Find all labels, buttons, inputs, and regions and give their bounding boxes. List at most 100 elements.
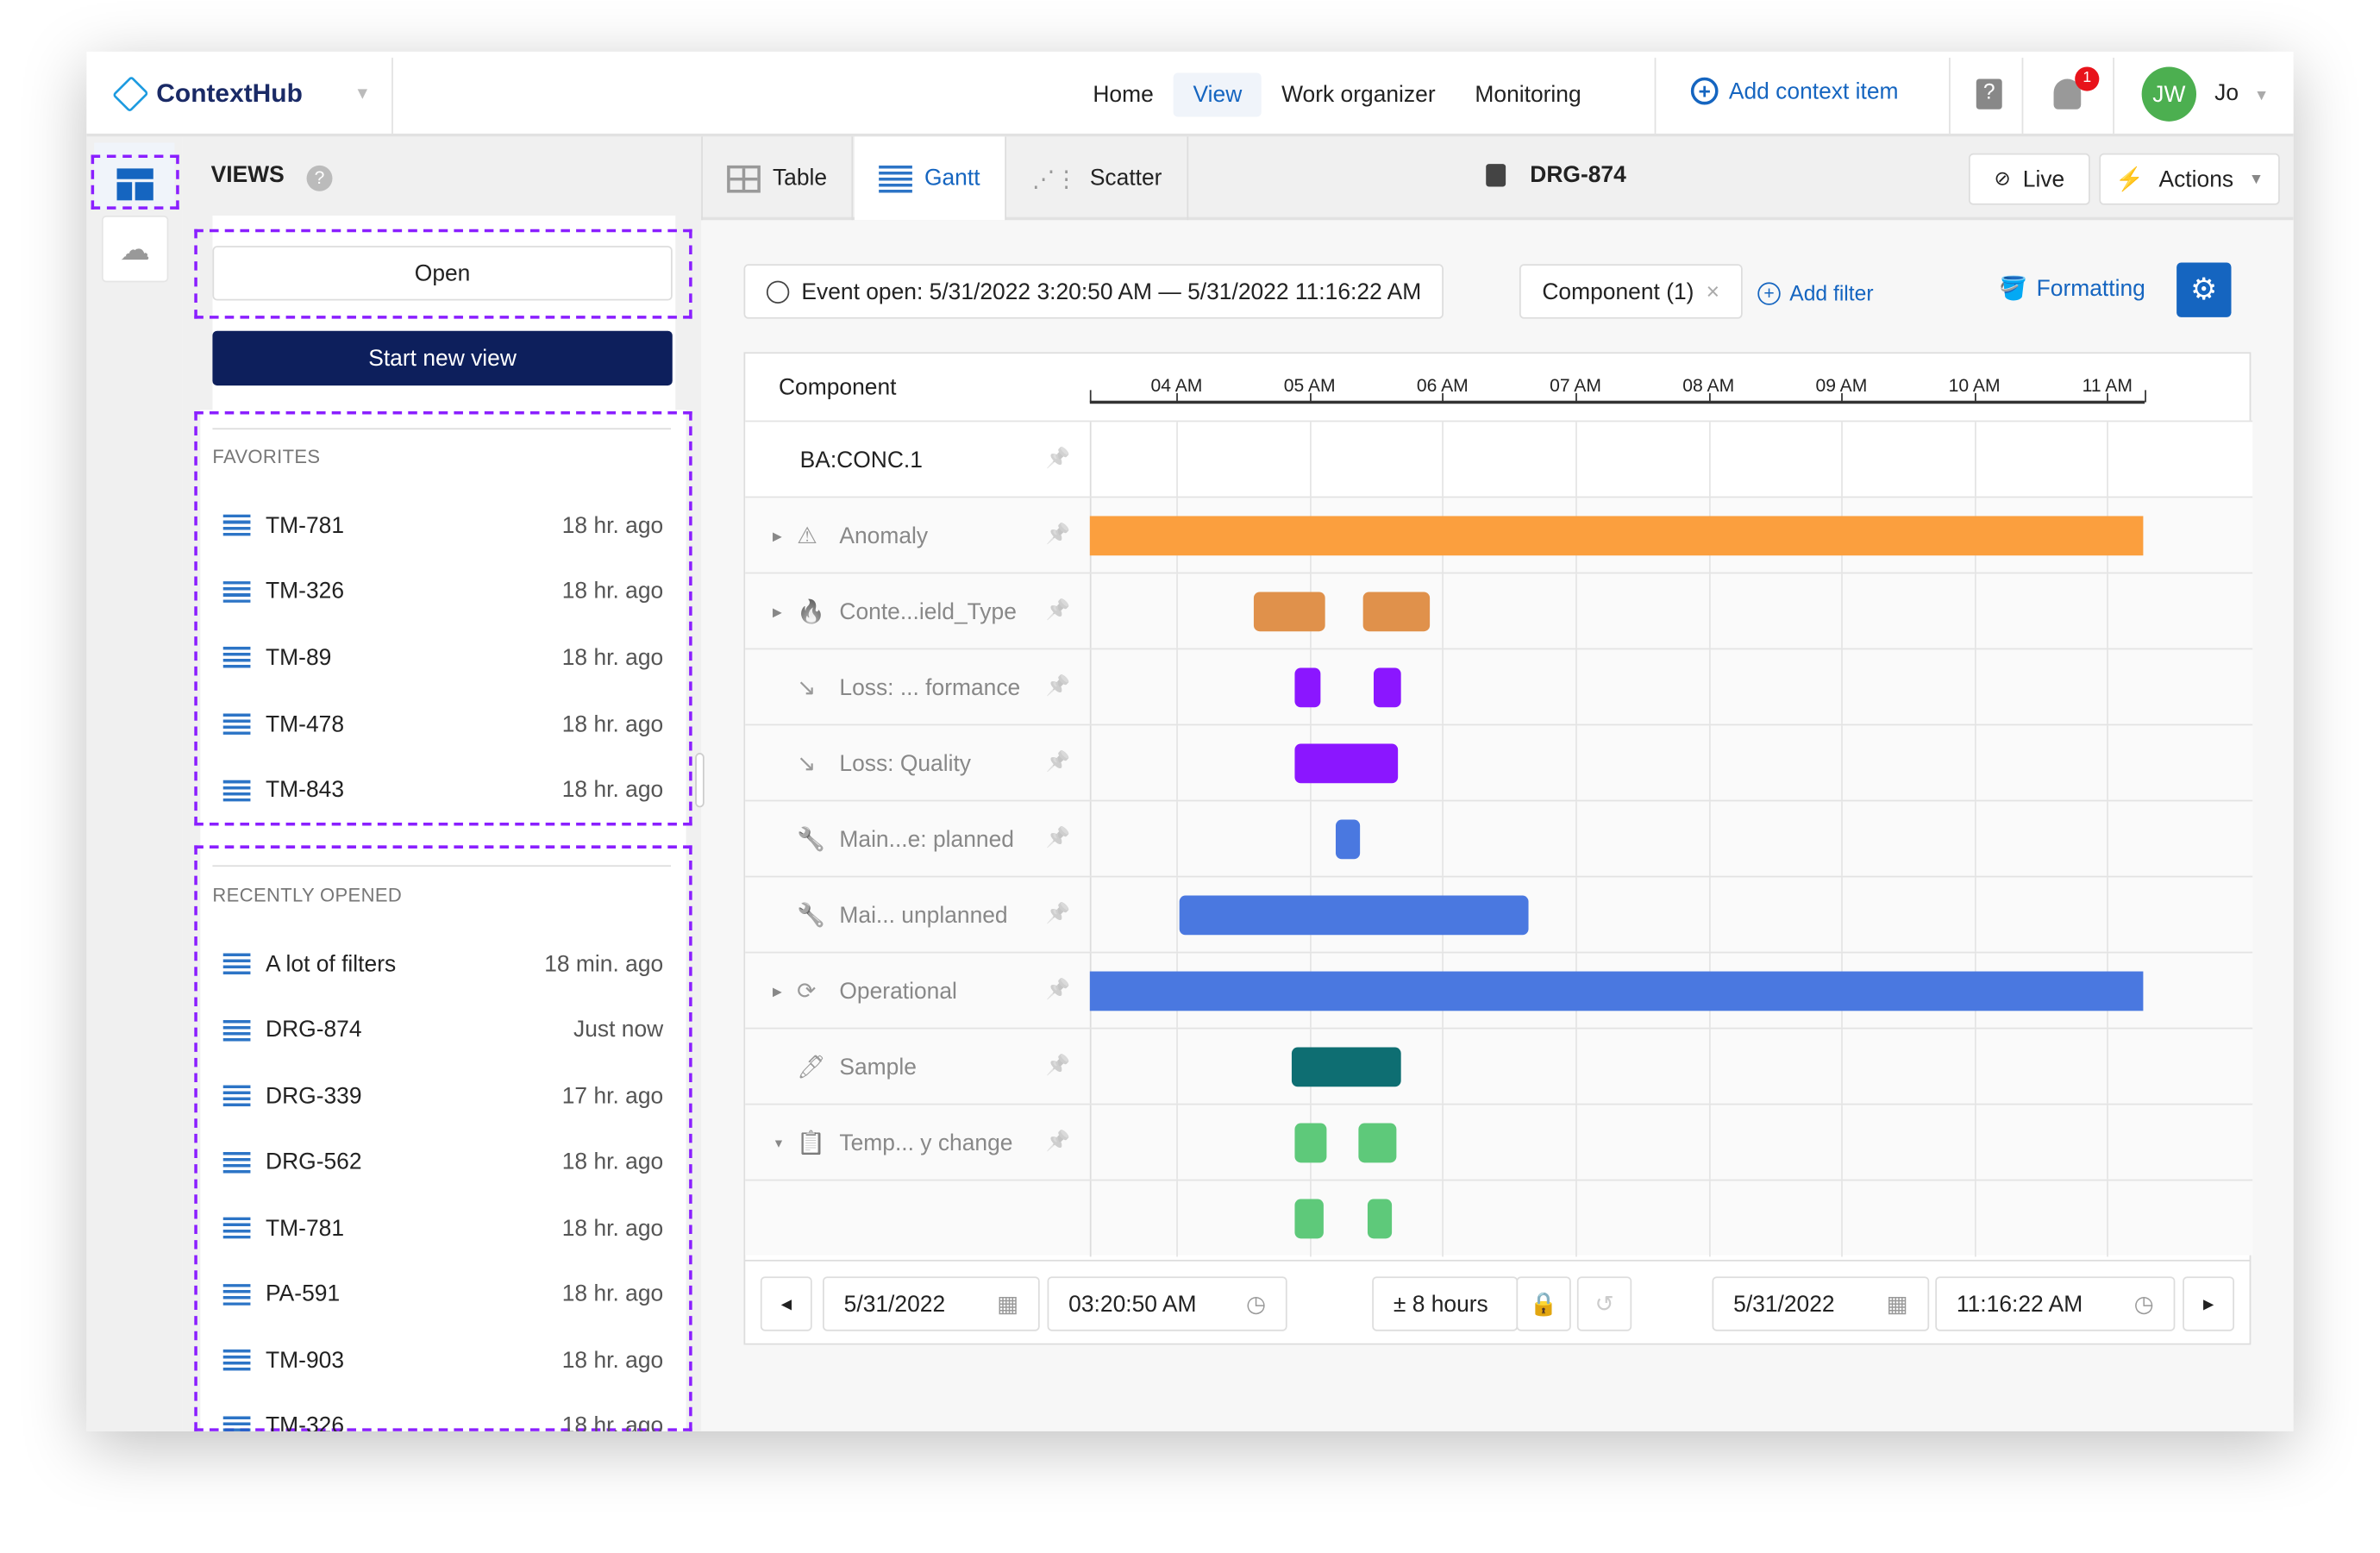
view-list-item[interactable]: TM-843 18 hr. ago xyxy=(222,775,663,805)
gridline xyxy=(1442,573,1444,650)
view-list-item[interactable]: A lot of filters 18 min. ago xyxy=(222,949,663,979)
gantt-bar[interactable] xyxy=(1254,592,1325,632)
gantt-bar[interactable] xyxy=(1293,667,1321,708)
gantt-row[interactable]: BA:CONC.1 📌 xyxy=(745,420,2253,498)
calendar-icon: ▦ xyxy=(1886,1291,1908,1318)
tab-scatter[interactable]: ⋰⋮ Scatter xyxy=(1008,136,1188,221)
pin-icon[interactable]: 📌 xyxy=(1045,522,1071,545)
actions-button[interactable]: ⚡ Actions ▼ xyxy=(2099,153,2280,205)
user-menu[interactable]: Jo ▼ xyxy=(2214,80,2269,106)
gantt-row[interactable]: ▼ 📋 Temp... y change 📌 xyxy=(745,1103,2253,1181)
view-name: PA-591 xyxy=(266,1281,341,1307)
cloud-upload-icon[interactable]: ☁ xyxy=(101,215,169,283)
prev-range-button[interactable]: ◀ xyxy=(760,1276,812,1331)
start-new-view-button[interactable]: Start new view xyxy=(212,330,673,386)
open-button[interactable]: Open xyxy=(212,246,673,301)
gantt-row[interactable] xyxy=(745,1179,2253,1257)
gantt-bar[interactable] xyxy=(1293,1199,1324,1239)
pin-icon[interactable]: 📌 xyxy=(1045,1053,1071,1076)
span-field[interactable]: ± 8 hours xyxy=(1372,1276,1519,1331)
pin-icon[interactable]: 📌 xyxy=(1045,901,1071,924)
gridline xyxy=(1708,725,1711,802)
pin-icon[interactable]: 📌 xyxy=(1045,825,1071,849)
caret-right-icon[interactable]: ▶ xyxy=(772,604,782,619)
start-time-field[interactable]: 03:20:50 AM ◷ xyxy=(1047,1276,1287,1331)
view-list-item[interactable]: TM-781 18 hr. ago xyxy=(222,510,663,540)
gantt-bar[interactable] xyxy=(1293,743,1399,784)
gantt-view-icon xyxy=(222,713,251,736)
view-list-item[interactable]: TM-89 18 hr. ago xyxy=(222,642,663,673)
start-date-field[interactable]: 5/31/2022 ▦ xyxy=(823,1276,1040,1331)
gridline xyxy=(1841,422,1844,498)
gantt-bar[interactable] xyxy=(1292,1047,1401,1087)
add-context-item-button[interactable]: + Add context item xyxy=(1690,77,1899,105)
pin-icon[interactable]: 📌 xyxy=(1045,749,1071,773)
caret-right-icon[interactable]: ▶ xyxy=(772,529,782,543)
view-list-item[interactable]: DRG-339 17 hr. ago xyxy=(222,1080,663,1111)
panel-resize-handle[interactable] xyxy=(695,753,705,808)
pin-icon[interactable]: 📌 xyxy=(1045,446,1071,469)
save-icon[interactable] xyxy=(1486,164,1506,187)
help-icon[interactable]: ? xyxy=(1976,78,2002,110)
gantt-bar[interactable] xyxy=(1367,1199,1392,1239)
nav-home[interactable]: Home xyxy=(1093,81,1154,108)
app-logo[interactable]: ContextHub ▼ xyxy=(111,75,371,113)
actions-label: Actions xyxy=(2158,166,2234,192)
caret-right-icon[interactable]: ▶ xyxy=(772,984,782,999)
gantt-bar[interactable] xyxy=(1358,1123,1396,1163)
gantt-row[interactable]: ↘ Loss: ... formance 📌 xyxy=(745,648,2253,726)
gridline xyxy=(1708,649,1711,726)
view-list-item[interactable]: PA-591 18 hr. ago xyxy=(222,1279,663,1309)
tab-gantt[interactable]: Gantt xyxy=(854,136,1006,221)
pin-icon[interactable]: 📌 xyxy=(1045,673,1071,697)
view-list-item[interactable]: TM-478 18 hr. ago xyxy=(222,709,663,739)
chevron-down-icon[interactable]: ▼ xyxy=(354,85,371,103)
caret-down-icon[interactable]: ▼ xyxy=(772,1136,785,1150)
gantt-bar[interactable] xyxy=(1362,592,1430,632)
view-list-item[interactable]: DRG-562 18 hr. ago xyxy=(222,1147,663,1177)
nav-monitoring[interactable]: Monitoring xyxy=(1475,81,1581,108)
gantt-row[interactable]: ↘ Loss: Quality 📌 xyxy=(745,723,2253,802)
gridline xyxy=(1575,1105,1577,1181)
end-time-field[interactable]: 11:16:22 AM ◷ xyxy=(1935,1276,2176,1331)
gantt-bar[interactable] xyxy=(1293,1123,1328,1163)
gantt-row[interactable]: ▶ 🔥 Conte...ield_Type 📌 xyxy=(745,572,2253,650)
nav-view[interactable]: View xyxy=(1173,72,1262,116)
view-list-item[interactable]: TM-326 18 hr. ago xyxy=(222,576,663,606)
nav-work-organizer[interactable]: Work organizer xyxy=(1281,81,1436,108)
end-date-field[interactable]: 5/31/2022 ▦ xyxy=(1712,1276,1930,1331)
view-list-item[interactable]: TM-781 18 hr. ago xyxy=(222,1212,663,1243)
tab-table[interactable]: Table xyxy=(701,136,853,221)
formatting-button[interactable]: 🪣 Formatting xyxy=(1999,275,2145,303)
lock-icon[interactable]: 🔒 xyxy=(1516,1276,1571,1331)
component-filter-chip[interactable]: Component (1) × xyxy=(1519,264,1743,319)
pin-icon[interactable]: 📌 xyxy=(1045,977,1071,1000)
pin-icon[interactable]: 📌 xyxy=(1045,598,1071,621)
gantt-bar[interactable] xyxy=(1089,971,2144,1011)
gantt-row[interactable]: ▶ ⚠ Anomaly 📌 xyxy=(745,496,2253,574)
gantt-row[interactable]: 🔧 Main...e: planned 📌 xyxy=(745,799,2253,878)
views-layout-icon[interactable] xyxy=(116,168,153,201)
paint-bucket-icon: 🪣 xyxy=(1999,276,2028,303)
gantt-row[interactable]: ▶ ⟳ Operational 📌 xyxy=(745,951,2253,1030)
live-button[interactable]: ⊘ Live xyxy=(1968,153,2090,205)
view-list-item[interactable]: DRG-874 Just now xyxy=(222,1015,663,1045)
avatar[interactable]: JW xyxy=(2141,66,2197,122)
next-range-button[interactable]: ▶ xyxy=(2183,1276,2235,1331)
view-list-item[interactable]: TM-326 18 hr. ago xyxy=(222,1411,663,1431)
view-list-item[interactable]: TM-903 18 hr. ago xyxy=(222,1345,663,1375)
close-icon[interactable]: × xyxy=(1706,278,1720,304)
gantt-bar[interactable] xyxy=(1336,819,1361,860)
help-icon[interactable]: ? xyxy=(306,165,333,191)
history-icon[interactable]: ↺ xyxy=(1576,1276,1632,1331)
gantt-row[interactable]: 🔧 Mai... unplanned 📌 xyxy=(745,875,2253,954)
pin-icon[interactable]: 📌 xyxy=(1045,1129,1071,1152)
settings-gear-icon[interactable]: ⚙ xyxy=(2176,262,2232,317)
gantt-bar[interactable] xyxy=(1374,667,1401,708)
divider xyxy=(1089,801,1092,878)
add-filter-button[interactable]: + Add filter xyxy=(1757,281,1874,305)
gantt-bar[interactable] xyxy=(1089,516,2144,556)
gantt-bar[interactable] xyxy=(1179,895,1530,936)
event-filter-chip[interactable]: Event open: 5/31/2022 3:20:50 AM — 5/31/… xyxy=(743,264,1444,319)
gantt-row[interactable]: 🖊 Sample 📌 xyxy=(745,1027,2253,1105)
